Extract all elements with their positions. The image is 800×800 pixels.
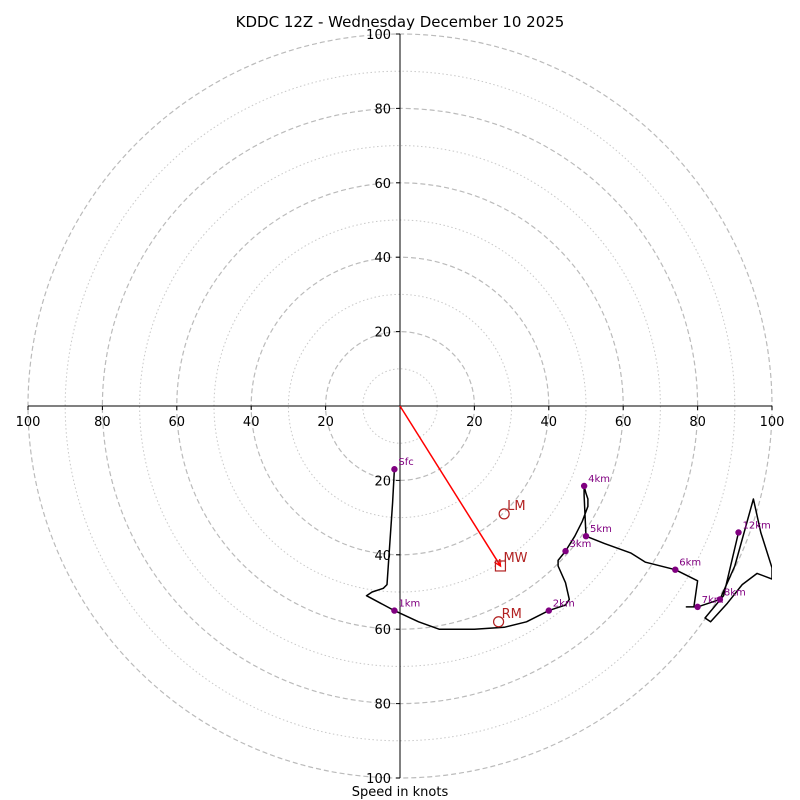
height-marker xyxy=(735,529,742,536)
height-marker-label: 6km xyxy=(679,558,701,569)
x-tick-label: 40 xyxy=(541,415,558,430)
chart-title: KDDC 12Z - Wednesday December 10 2025 xyxy=(236,13,565,31)
tick-labels: 100 80 60 40 20 20 40 60 80 100 100 80 60 40 20 20 40 60 8… xyxy=(16,28,785,787)
storm-motion-marker xyxy=(494,560,507,572)
height-marker-label: 5km xyxy=(590,524,612,535)
height-marker xyxy=(562,547,569,555)
x-tick-label: 20 xyxy=(317,415,334,430)
mean-wind-line xyxy=(399,405,502,567)
height-marker-label: 2km xyxy=(553,599,575,610)
mean-wind-vector xyxy=(399,405,502,568)
y-tick-label: 60 xyxy=(374,623,391,638)
height-marker xyxy=(580,482,588,490)
height-marker xyxy=(545,607,552,614)
x-tick-label: 80 xyxy=(689,415,706,430)
storm-motion-label: MW xyxy=(503,551,527,566)
height-marker-label: 8km xyxy=(724,587,746,598)
y-tick-label: 60 xyxy=(374,177,391,192)
y-tick-label: 40 xyxy=(374,549,391,564)
height-marker xyxy=(694,603,701,611)
height-marker-label: 7km xyxy=(702,595,724,606)
x-tick-label: 80 xyxy=(94,415,111,430)
y-tick-label: 20 xyxy=(374,326,391,341)
y-tick-label: 80 xyxy=(374,698,391,713)
storm-motion-marker xyxy=(498,508,510,520)
x-tick-label: 20 xyxy=(466,415,483,430)
height-marker-label: 1km xyxy=(398,599,420,610)
height-marker-label: 12km xyxy=(743,520,771,531)
y-tick-label: 100 xyxy=(366,772,391,787)
storm-motion-markers: LM MW RM xyxy=(492,499,528,628)
storm-motion-marker xyxy=(492,616,505,628)
storm-motion-label: LM xyxy=(507,499,525,514)
height-marker xyxy=(672,566,679,573)
height-marker-label: Sfc xyxy=(398,457,413,468)
x-tick-label: 60 xyxy=(169,415,186,430)
x-tick-label: 100 xyxy=(16,415,41,430)
height-marker-label: 3km xyxy=(570,539,592,550)
height-marker-label: 4km xyxy=(588,474,610,485)
y-tick-label: 20 xyxy=(374,474,391,489)
height-marker xyxy=(582,533,590,540)
x-tick-label: 100 xyxy=(760,415,785,430)
storm-motion-label: RM xyxy=(502,607,522,622)
height-marker xyxy=(391,607,398,614)
height-marker xyxy=(391,466,398,473)
height-marker xyxy=(716,596,724,603)
y-tick-label: 100 xyxy=(366,28,391,43)
x-tick-label: 60 xyxy=(615,415,632,430)
y-tick-label: 40 xyxy=(374,251,391,266)
hodograph-trace xyxy=(365,469,772,630)
y-tick-label: 80 xyxy=(374,102,391,117)
x-tick-label: 40 xyxy=(243,415,260,430)
hodograph-line xyxy=(365,469,772,630)
x-axis-label: Speed in knots xyxy=(352,785,449,800)
